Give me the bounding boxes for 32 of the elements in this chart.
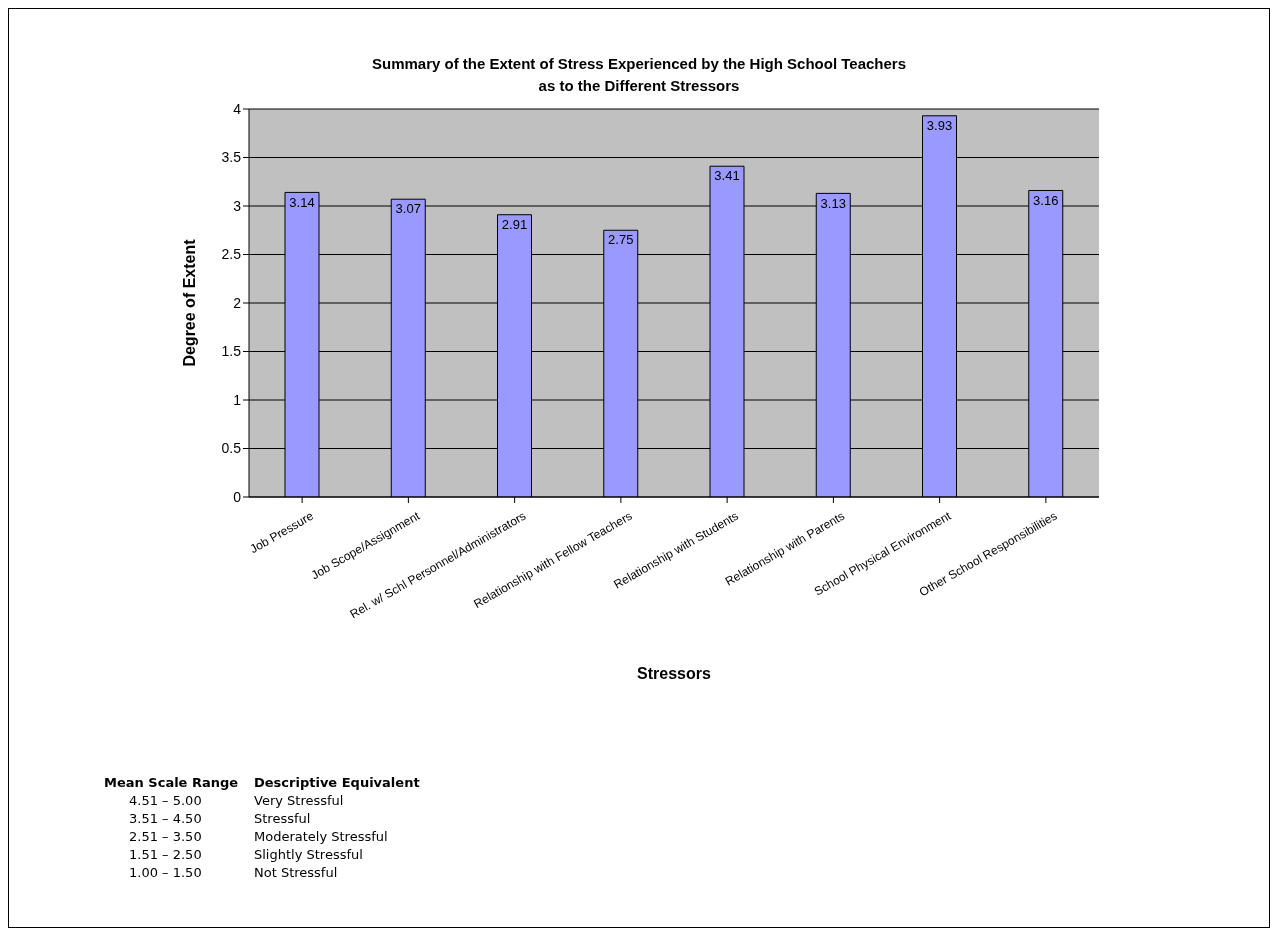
data-label: 3.41 xyxy=(714,168,740,184)
text: 3.51 – 4.50 xyxy=(128,810,203,828)
text: Mean Scale Range xyxy=(104,774,240,792)
y-tick-label: 1.5 xyxy=(221,343,242,360)
y-tick-label: 1 xyxy=(233,391,242,408)
text: 2.51 – 3.50 xyxy=(128,828,203,846)
data-label: 2.91 xyxy=(501,216,528,232)
text: Slightly Stressful xyxy=(254,846,364,864)
text: 4.51 – 5.00 xyxy=(128,792,203,810)
text: Moderately Stressful xyxy=(254,828,389,846)
data-label: 3.13 xyxy=(820,195,846,211)
text: 1.00 – 1.50 xyxy=(128,864,203,882)
data-label: 3.14 xyxy=(289,194,315,210)
x-axis-title: Stressors xyxy=(637,665,712,682)
y-tick-label: 0 xyxy=(233,488,242,505)
y-tick-label: 2 xyxy=(233,294,242,311)
data-label: 3.07 xyxy=(395,201,421,217)
y-tick-label: 0.5 xyxy=(221,440,242,457)
data-label: 3.93 xyxy=(926,118,953,134)
data-label: 3.16 xyxy=(1033,192,1059,208)
y-tick-label: 2.5 xyxy=(221,246,242,263)
chart-title: Summary of the Extent of Stress Experienced by the High School Teachers as to the Different Stressors xyxy=(371,54,907,96)
text: Descriptive Equivalent xyxy=(254,774,421,792)
y-axis-title: Degree of Extent xyxy=(180,238,198,367)
text: Very Stressful xyxy=(254,792,345,810)
text: Not Stressful xyxy=(254,864,339,882)
text: Stressful xyxy=(254,810,312,828)
y-tick-label: 3.5 xyxy=(221,149,242,166)
text: 1.51 – 2.50 xyxy=(128,846,203,864)
data-label: 2.75 xyxy=(608,232,634,248)
y-tick-label: 4 xyxy=(233,100,242,117)
y-tick-label: 3 xyxy=(233,197,242,214)
